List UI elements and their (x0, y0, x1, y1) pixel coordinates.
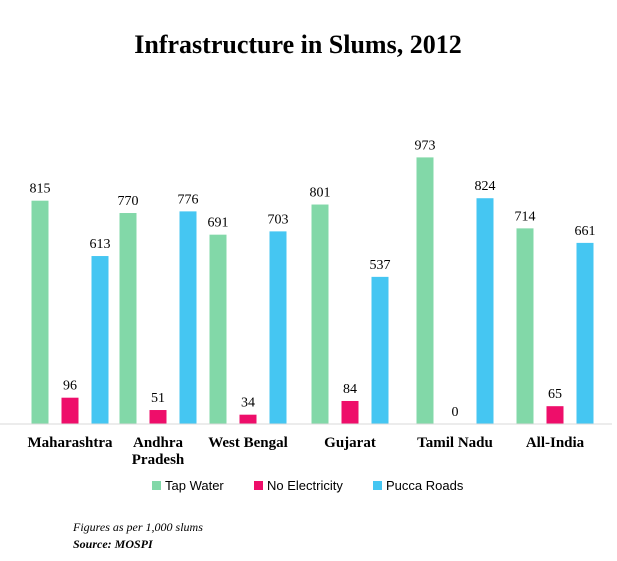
category-label-tamil-nadu: Tamil Nadu (417, 435, 493, 451)
value-label-pucca-roads-tamil-nadu: 824 (475, 179, 496, 194)
bar-tap-water-maharashtra (31, 200, 49, 424)
value-label-tap-water-gujarat: 801 (310, 186, 331, 201)
value-label-pucca-roads-maharashtra: 613 (90, 237, 111, 252)
bars-layer (31, 157, 594, 424)
legend-swatch-no-electricity (254, 481, 263, 490)
legend-swatch-tap-water (152, 481, 161, 490)
value-label-no-electricity-maharashtra: 96 (63, 379, 77, 394)
bar-no-electricity-all-india (546, 406, 564, 424)
category-label-west-bengal: West Bengal (208, 435, 288, 451)
footnote: Figures as per 1,000 slums (72, 520, 203, 534)
value-label-tap-water-all-india: 714 (515, 209, 536, 224)
bar-pucca-roads-andhra-pradesh (179, 211, 197, 424)
bar-pucca-roads-maharashtra (91, 256, 109, 424)
value-label-pucca-roads-west-bengal: 703 (268, 212, 289, 227)
category-label-andhra-pradesh: Andhra Pradesh (132, 435, 185, 468)
category-label-all-india: All-India (526, 435, 585, 451)
bar-pucca-roads-tamil-nadu (476, 198, 494, 424)
bar-tap-water-tamil-nadu (416, 157, 434, 424)
chart-title: Infrastructure in Slums, 2012 (134, 30, 461, 59)
bar-tap-water-all-india (516, 228, 534, 424)
legend: Tap Water No Electricity Pucca Roads (152, 478, 464, 493)
value-label-no-electricity-tamil-nadu: 0 (452, 405, 459, 420)
bar-tap-water-west-bengal (209, 234, 227, 424)
bar-no-electricity-gujarat (341, 400, 359, 424)
bar-pucca-roads-west-bengal (269, 231, 287, 424)
value-labels-layer: 815 96 613 770 51 776 691 34 703 801 84 537 973 0 824 7… (30, 138, 596, 420)
category-label-maharashtra: Maharashtra (28, 435, 113, 451)
legend-label-no-electricity: No Electricity (267, 478, 343, 493)
bar-pucca-roads-gujarat (371, 276, 389, 424)
bar-no-electricity-maharashtra (61, 397, 79, 424)
value-label-tap-water-maharashtra: 815 (30, 182, 51, 197)
legend-label-pucca-roads: Pucca Roads (386, 478, 464, 493)
value-label-tap-water-west-bengal: 691 (208, 216, 229, 231)
category-label-gujarat: Gujarat (324, 435, 376, 451)
value-label-tap-water-tamil-nadu: 973 (415, 138, 436, 153)
bar-tap-water-gujarat (311, 204, 329, 424)
value-label-no-electricity-west-bengal: 34 (241, 396, 255, 411)
bar-no-electricity-andhra-pradesh (149, 410, 167, 424)
legend-label-tap-water: Tap Water (165, 478, 224, 493)
bar-no-electricity-west-bengal (239, 414, 257, 424)
value-label-pucca-roads-all-india: 661 (575, 224, 596, 239)
value-label-no-electricity-andhra-pradesh: 51 (151, 391, 165, 406)
value-label-pucca-roads-gujarat: 537 (370, 258, 391, 273)
value-label-pucca-roads-andhra-pradesh: 776 (178, 192, 199, 207)
value-label-no-electricity-all-india: 65 (548, 387, 562, 402)
category-labels-layer: Maharashtra Andhra Pradesh West Bengal Gujar… (28, 435, 585, 468)
value-label-no-electricity-gujarat: 84 (343, 382, 357, 397)
value-label-tap-water-andhra-pradesh: 770 (118, 194, 139, 209)
source-note: Source: MOSPI (73, 537, 154, 551)
bar-tap-water-andhra-pradesh (119, 213, 137, 424)
legend-swatch-pucca-roads (373, 481, 382, 490)
bar-pucca-roads-all-india (576, 242, 594, 424)
